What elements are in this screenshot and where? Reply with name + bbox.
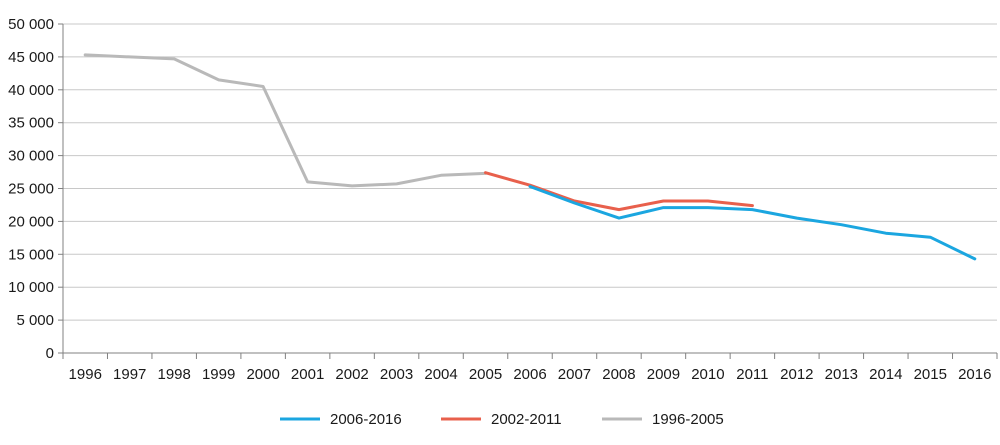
legend-item: 2002-2011 — [441, 411, 562, 428]
y-tick-label: 5 000 — [16, 312, 54, 329]
series-line-2006-2016 — [528, 185, 977, 261]
x-tick-label: 2006 — [513, 366, 546, 383]
y-tick-label: 25 000 — [8, 181, 54, 198]
y-axis: 0 5 000 10 000 15 000 20 000 25 000 30 000 35 0… — [8, 16, 64, 362]
series-line-2002-2011 — [484, 171, 754, 212]
x-tick-label: 2013 — [825, 366, 858, 383]
x-tick-label: 2015 — [914, 366, 947, 383]
x-tick-label: 2000 — [246, 366, 279, 383]
y-tick-label: 10 000 — [8, 279, 54, 296]
x-tick-label: 2012 — [780, 366, 813, 383]
x-tick-label: 2007 — [558, 366, 591, 383]
x-tick-label: 2005 — [469, 366, 502, 383]
y-tick-label: 50 000 — [8, 16, 54, 33]
y-tick-label: 35 000 — [8, 115, 54, 132]
y-tick-label: 45 000 — [8, 49, 54, 66]
series-lines — [83, 53, 977, 261]
series-points-2006-2016 — [529, 186, 975, 259]
x-tick-label: 2003 — [380, 366, 413, 383]
x-tick-label: 2004 — [424, 366, 457, 383]
x-tick-label: 2009 — [647, 366, 680, 383]
y-tick-label: 40 000 — [8, 82, 54, 99]
legend-label: 2002-2011 — [491, 411, 562, 428]
x-tick-label: 1998 — [158, 366, 191, 383]
x-tick-label: 2010 — [691, 366, 724, 383]
legend-item: 1996-2005 — [602, 411, 724, 428]
x-tick-label: 2016 — [958, 366, 991, 383]
gridlines — [63, 23, 997, 321]
x-tick-label: 2008 — [602, 366, 635, 383]
legend-item: 2006-2016 — [280, 411, 402, 428]
x-axis: 1996 1997 1998 1999 2000 2001 2002 2003 2004 2005… — [62, 352, 998, 383]
legend-label: 1996-2005 — [652, 411, 724, 428]
x-tick-label: 2014 — [869, 366, 902, 383]
x-tick-label: 1997 — [113, 366, 146, 383]
x-tick-label: 2011 — [736, 366, 768, 383]
series-line-1996-2005 — [83, 53, 487, 188]
series-points-2002-2011 — [485, 172, 753, 210]
x-tick-label: 2001 — [291, 366, 324, 383]
series-points-1996-2005 — [85, 54, 486, 186]
y-tick-label: 0 — [46, 345, 54, 362]
legend-label: 2006-2016 — [330, 411, 402, 428]
y-tick-label: 15 000 — [8, 246, 54, 263]
x-tick-label: 2002 — [335, 366, 368, 383]
legend: 2006-2016 2002-2011 1996-2005 — [280, 411, 724, 428]
y-tick-label: 20 000 — [8, 213, 54, 230]
x-tick-label: 1999 — [202, 366, 235, 383]
y-tick-label: 30 000 — [8, 148, 54, 165]
x-tick-label: 1996 — [69, 366, 102, 383]
